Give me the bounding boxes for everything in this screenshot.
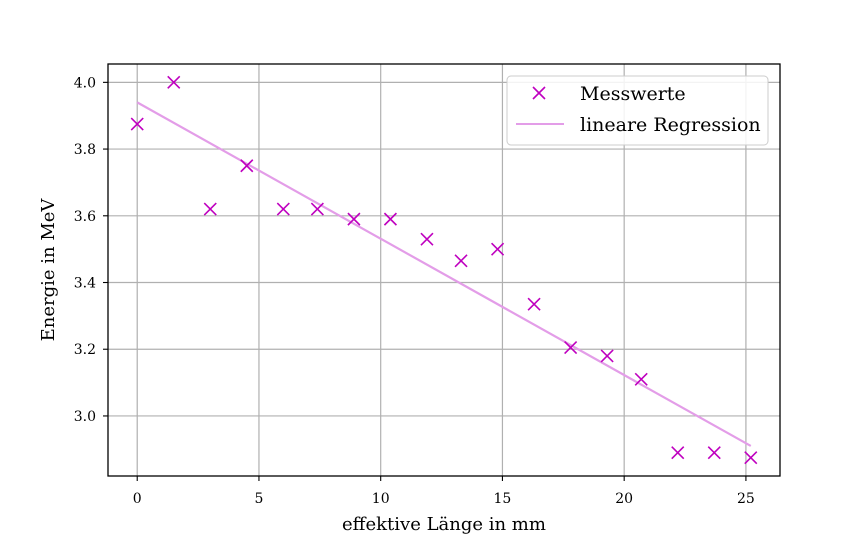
x-tick-label: 20 [615, 491, 633, 507]
plot-frame [107, 63, 781, 477]
legend-label-regression: lineare Regression [580, 114, 761, 136]
y-axis-label: Energie in MeV [38, 198, 59, 342]
data-point [490, 242, 505, 256]
data-point [744, 451, 758, 465]
legend-label-measurements: Messwerte [580, 83, 686, 105]
x-tick-label: 0 [133, 491, 142, 507]
regression-line [136, 101, 752, 447]
y-tick-label: 3.6 [74, 209, 96, 225]
x-tick-label: 10 [372, 491, 390, 507]
data-point [420, 232, 434, 246]
regression-series [136, 101, 752, 447]
data-point [671, 446, 685, 460]
data-point [564, 340, 578, 355]
legend-box [506, 75, 769, 146]
data-point [600, 349, 614, 363]
x-tick-label: 15 [494, 491, 512, 507]
x-axis-ticks: 0 5 10 15 20 25 [133, 476, 755, 507]
data-point [383, 212, 398, 226]
data-point [310, 202, 324, 216]
data-point [527, 297, 541, 311]
legend-marker-measurements [532, 86, 546, 100]
y-axis-ticks: 3.0 3.2 3.4 3.6 3.8 4.0 [74, 75, 108, 425]
y-tick-label: 3.4 [74, 276, 96, 292]
y-tick-label: 3.2 [74, 342, 96, 358]
y-tick-label: 3.0 [74, 409, 96, 425]
x-axis-label: effektive Länge in mm [342, 514, 546, 535]
x-tick-label: 5 [254, 491, 263, 507]
measurement-series [130, 75, 758, 465]
y-tick-label: 4.0 [74, 75, 96, 91]
data-point [347, 212, 361, 226]
x-tick-label: 25 [737, 491, 755, 507]
data-point [203, 202, 217, 216]
data-point [454, 254, 468, 268]
data-point [276, 202, 290, 216]
data-point [167, 75, 181, 89]
legend: Messwerte lineare Regression [506, 75, 769, 146]
data-point [240, 159, 254, 173]
data-point [634, 372, 648, 386]
y-tick-label: 3.8 [74, 142, 96, 158]
data-point [130, 117, 144, 131]
data-point [707, 446, 721, 460]
